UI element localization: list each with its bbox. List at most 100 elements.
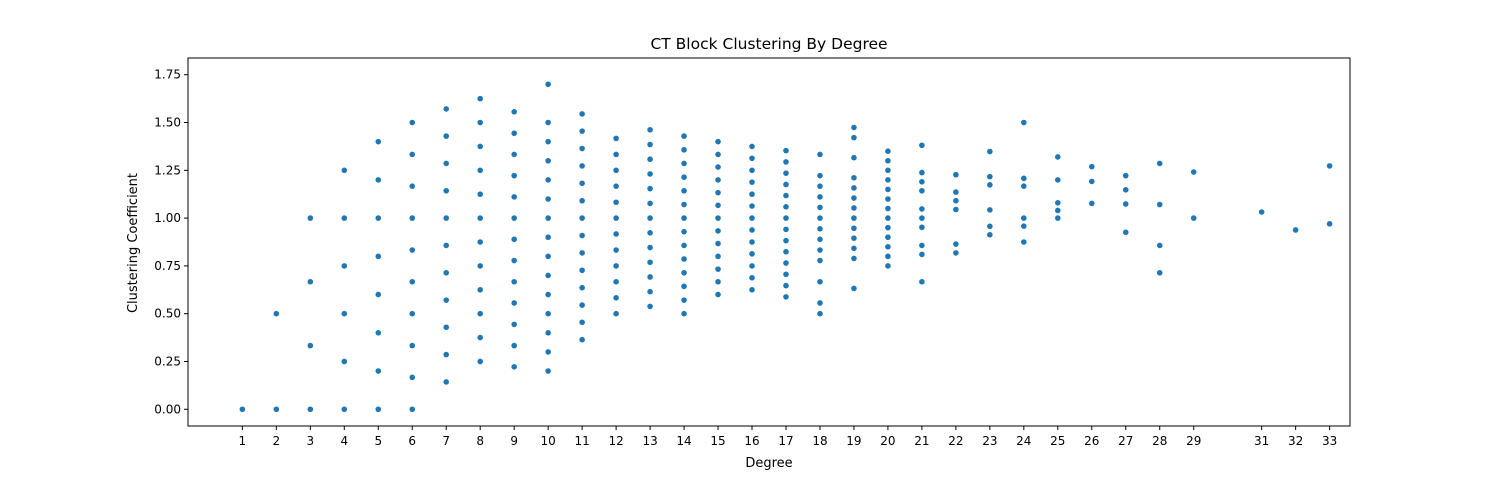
x-tick-label: 31 [1254,434,1269,448]
x-tick-label: 32 [1288,434,1303,448]
data-point [341,215,348,221]
x-tick-label: 8 [476,434,484,448]
data-point [375,253,382,260]
data-point [953,250,959,256]
data-point [817,257,823,264]
data-point [681,215,687,221]
data-point [511,130,517,137]
data-point [885,148,891,154]
data-point [579,128,585,134]
x-tick-label: 20 [880,434,895,448]
data-point [1055,215,1061,221]
data-point [885,253,891,260]
data-point [579,232,585,239]
data-point [681,283,687,290]
data-point [919,251,925,258]
data-point [1190,215,1197,221]
data-point [545,310,551,317]
data-point [477,167,484,174]
data-point [477,263,484,269]
data-point [953,197,959,204]
data-point [1190,169,1197,175]
data-point [443,297,450,303]
data-point [817,183,823,189]
y-tick-label: 1.25 [154,163,181,177]
data-point [885,224,891,231]
data-point [817,310,823,317]
data-point [545,119,551,126]
data-point [715,278,721,285]
data-point [783,147,789,154]
data-point [613,215,619,221]
data-point [885,157,891,164]
data-point [987,207,993,213]
data-point [545,291,551,298]
y-axis-ticks: 0.00 0.25 0.50 0.75 1.00 1.25 1.50 1.75 [154,68,188,416]
data-point [477,215,484,221]
data-point [681,269,687,276]
x-tick-label: 12 [608,434,623,448]
data-point [545,272,551,279]
x-tick-label: 26 [1084,434,1099,448]
data-point [375,368,382,374]
data-point [715,189,721,196]
data-point [613,183,619,189]
data-point [681,201,687,208]
data-point [1088,178,1095,185]
x-tick-label: 7 [442,434,450,448]
data-point [545,157,551,164]
x-tick-label: 15 [710,434,725,448]
data-point [647,215,653,221]
data-point [783,159,789,165]
data-point [409,183,416,189]
data-point [511,278,517,285]
data-point [783,237,789,244]
data-point [1156,242,1163,249]
data-point [409,374,416,381]
data-point [443,215,450,221]
data-point [749,143,755,150]
data-point [885,205,891,212]
data-point [341,358,348,365]
data-point [749,251,755,257]
data-point [783,181,789,188]
data-point [817,172,823,179]
data-point [715,291,721,298]
y-tick-label: 1.75 [154,68,181,82]
data-point [885,234,891,241]
data-point [579,180,585,187]
data-point [443,351,450,358]
data-point [511,236,517,243]
data-point [545,215,551,221]
plot-frame [187,57,1351,427]
y-tick-label: 1.50 [154,116,181,130]
data-point [545,138,551,145]
data-point [987,148,993,155]
data-point [851,235,857,241]
data-point [817,247,823,253]
data-point [1088,163,1095,170]
data-point [375,215,382,221]
data-point [443,106,450,112]
data-point [885,177,891,183]
data-point [613,231,619,237]
data-point [341,406,348,413]
data-point [851,205,857,211]
data-point [273,406,280,413]
data-point [545,368,551,374]
data-point [1021,119,1027,126]
data-point [783,215,789,221]
data-point [647,288,653,295]
data-point [1055,177,1061,183]
data-point [885,215,891,221]
y-tick-label: 0.50 [154,307,181,321]
data-point [681,147,687,153]
data-point [749,191,755,198]
data-point [817,151,823,158]
data-point [409,151,416,158]
chart-title: CT Block Clustering By Degree [650,35,887,53]
data-point [851,124,857,131]
data-point [579,336,585,343]
data-point [783,271,789,278]
